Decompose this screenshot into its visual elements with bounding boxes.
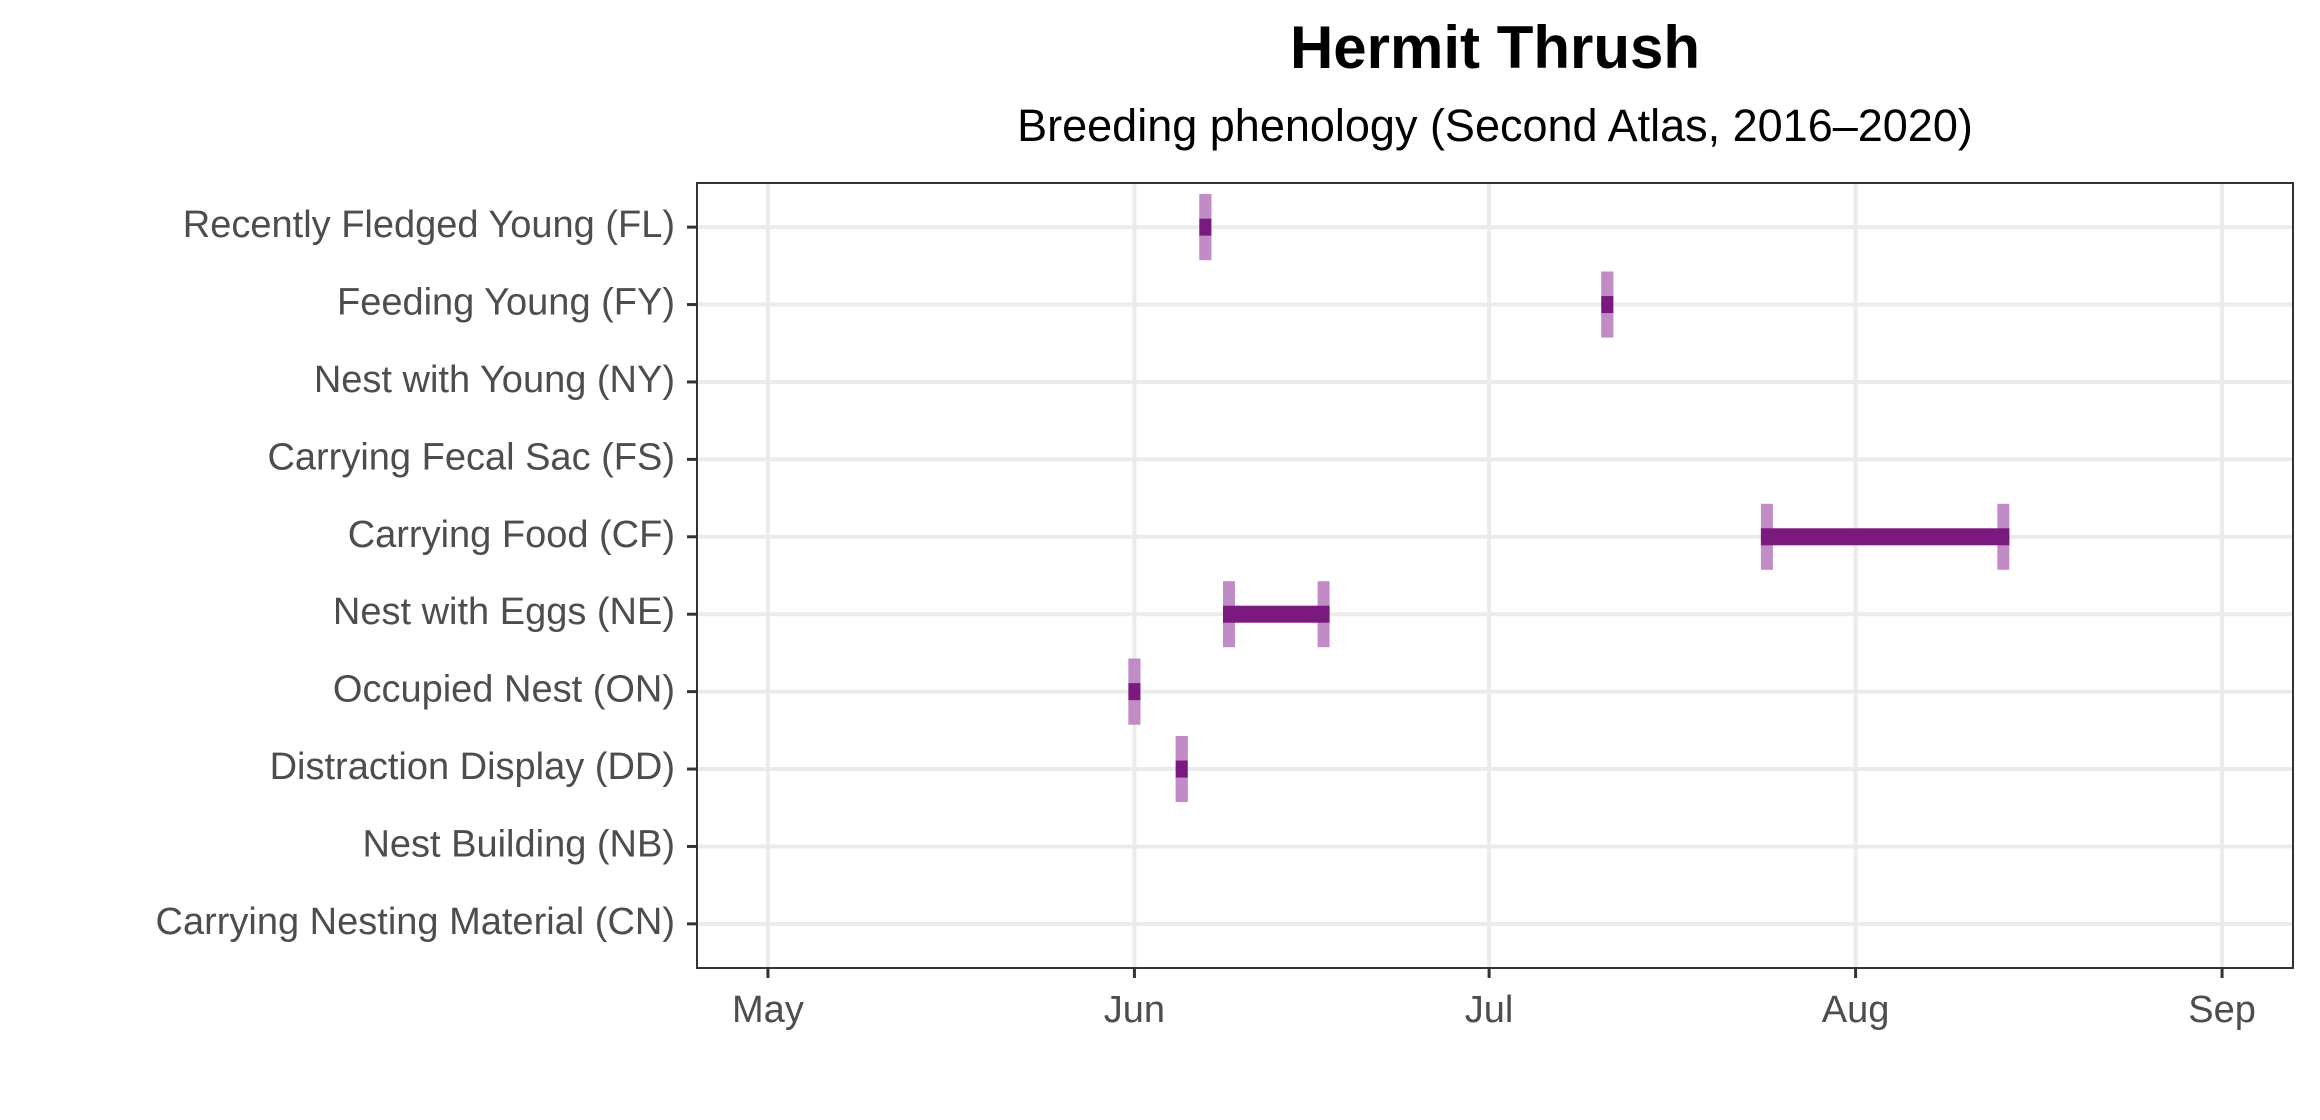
range-bar bbox=[1223, 605, 1330, 623]
y-tick-label: Recently Fledged Young (FL) bbox=[183, 204, 675, 246]
chart-subtitle: Breeding phenology (Second Atlas, 2016–2… bbox=[1017, 100, 1973, 151]
y-tick-label: Nest with Young (NY) bbox=[314, 359, 675, 401]
y-tick-label: Carrying Nesting Material (CN) bbox=[156, 901, 675, 943]
y-tick-label: Nest with Eggs (NE) bbox=[333, 591, 675, 633]
range-bar bbox=[1128, 683, 1141, 701]
x-tick-label: Jul bbox=[1465, 989, 1514, 1031]
y-tick-label: Nest Building (NB) bbox=[362, 823, 675, 865]
range-bar bbox=[1601, 296, 1614, 314]
range-bar bbox=[1199, 218, 1212, 236]
range-bar bbox=[1175, 760, 1188, 778]
x-tick-label: Sep bbox=[2188, 989, 2256, 1031]
x-tick-label: May bbox=[732, 989, 804, 1031]
plot-border bbox=[696, 182, 2294, 969]
range-bar bbox=[1760, 528, 2010, 546]
y-tick-label: Carrying Fecal Sac (FS) bbox=[267, 436, 675, 478]
y-tick-label: Distraction Display (DD) bbox=[270, 746, 675, 788]
chart-title: Hermit Thrush bbox=[1290, 14, 1700, 81]
x-tick-label: Jun bbox=[1104, 989, 1165, 1031]
y-tick-label: Occupied Nest (ON) bbox=[333, 669, 675, 711]
y-tick-label: Carrying Food (CF) bbox=[348, 514, 675, 556]
x-tick-label: Aug bbox=[1822, 989, 1890, 1031]
y-tick-label: Feeding Young (FY) bbox=[337, 282, 675, 324]
